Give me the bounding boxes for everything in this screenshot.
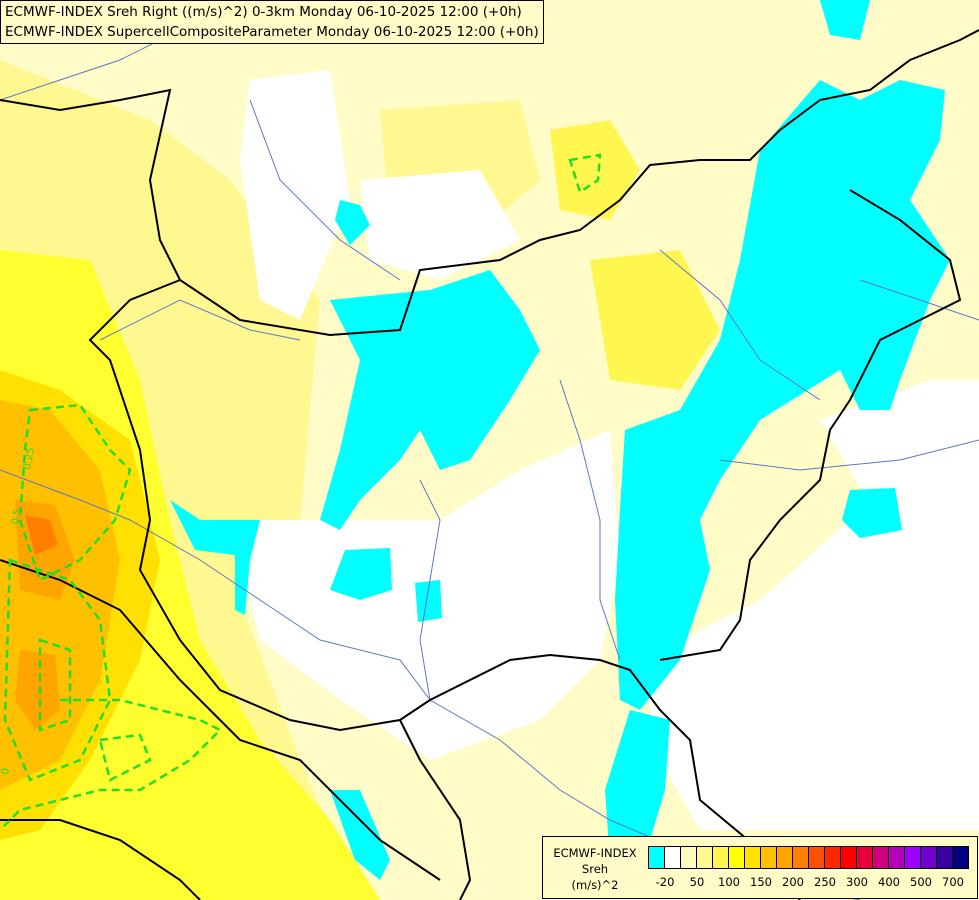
legend-swatch (889, 847, 905, 868)
legend-swatch (729, 847, 745, 868)
legend-swatch (777, 847, 793, 868)
contour-label: 0 (0, 767, 12, 775)
legend-swatch (745, 847, 761, 868)
legend-variable: Sreh (581, 862, 609, 876)
title-line-2: ECMWF-INDEX SupercellCompositeParameter … (5, 24, 539, 40)
legend-swatch (921, 847, 937, 868)
color-legend: ECMWF-INDEX Sreh (m/s)^2 -20 50 100 150 200 2… (542, 836, 978, 899)
legend-swatch (953, 847, 968, 868)
legend-swatch (841, 847, 857, 868)
legend-swatch (825, 847, 841, 868)
legend-label: 250 (814, 875, 836, 889)
legend-swatch (681, 847, 697, 868)
legend-label: 50 (689, 875, 705, 889)
negative-sreh-cyan (170, 0, 950, 880)
legend-label: 100 (718, 875, 740, 889)
legend-label: 700 (942, 875, 964, 889)
contour-label: 0.25 (22, 447, 37, 471)
legend-title: ECMWF-INDEX Sreh (m/s)^2 (545, 845, 645, 893)
legend-swatch (713, 847, 729, 868)
legend-swatch (857, 847, 873, 868)
legend-label: 500 (910, 875, 932, 889)
legend-swatch (905, 847, 921, 868)
map-title: ECMWF-INDEX Sreh Right ((m/s)^2) 0-3km M… (0, 0, 544, 44)
contour-label: 0.5 (10, 508, 24, 526)
legend-color-bar (648, 846, 969, 869)
legend-swatch (761, 847, 777, 868)
title-line-1: ECMWF-INDEX Sreh Right ((m/s)^2) 0-3km M… (5, 4, 522, 20)
legend-swatch (649, 847, 665, 868)
legend-label: 300 (846, 875, 868, 889)
scp-contours (0, 153, 602, 831)
legend-label: 200 (782, 875, 804, 889)
legend-swatch (697, 847, 713, 868)
legend-title-line: ECMWF-INDEX (553, 846, 637, 860)
legend-swatch (809, 847, 825, 868)
legend-swatch (937, 847, 953, 868)
legend-swatch (665, 847, 681, 868)
legend-unit: (m/s)^2 (571, 878, 619, 892)
legend-label: -20 (655, 875, 675, 889)
legend-label: 150 (750, 875, 772, 889)
legend-swatch (793, 847, 809, 868)
legend-label: 400 (878, 875, 900, 889)
legend-swatch (873, 847, 889, 868)
